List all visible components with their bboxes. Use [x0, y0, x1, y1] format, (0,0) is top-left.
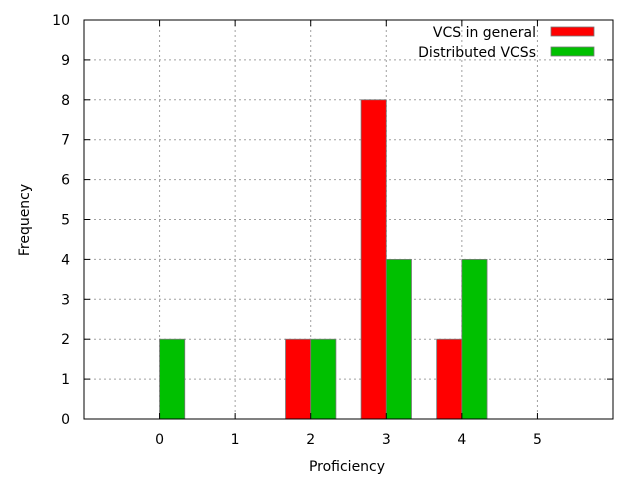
x-tick-label: 4	[457, 432, 466, 448]
legend-swatch	[550, 46, 595, 57]
y-tick-label: 3	[61, 292, 70, 308]
legend-swatch	[550, 26, 595, 37]
x-axis-label: Proficiency	[309, 459, 385, 475]
bar-vcs-general	[285, 338, 312, 420]
y-tick-label: 7	[61, 133, 70, 149]
y-tick-label: 6	[61, 173, 70, 189]
legend: VCS in general Distributed VCSs	[418, 25, 595, 61]
grid	[84, 20, 613, 419]
bar-distributed-vcs	[461, 258, 488, 420]
y-tick-label: 9	[61, 53, 70, 69]
bar-vcs-general	[360, 99, 387, 420]
y-axis-label: Frequency	[17, 184, 33, 256]
y-tick-label: 4	[61, 252, 70, 268]
y-tick-label: 0	[61, 412, 70, 428]
legend-label: VCS in general	[433, 25, 536, 41]
legend-label: Distributed VCSs	[418, 45, 536, 61]
x-tick-label: 3	[382, 432, 391, 448]
y-tick-label: 5	[61, 213, 70, 229]
y-tick-label: 8	[61, 93, 70, 109]
x-tick-label: 5	[533, 432, 542, 448]
bar-distributed-vcs	[310, 338, 337, 420]
y-tick-label: 2	[61, 332, 70, 348]
ticks: 0 1 2 3 4 5 6 7 8 9 10 0 1 2 3 4 5	[52, 13, 613, 448]
bar-distributed-vcs	[385, 258, 412, 420]
x-tick-label: 2	[306, 432, 315, 448]
x-tick-label: 1	[231, 432, 240, 448]
y-tick-label: 1	[61, 372, 70, 388]
y-tick-label: 10	[52, 13, 70, 29]
bar-distributed-vcs	[159, 338, 186, 420]
x-tick-label: 0	[155, 432, 164, 448]
bars	[159, 99, 488, 420]
bar-vcs-general	[436, 338, 463, 420]
